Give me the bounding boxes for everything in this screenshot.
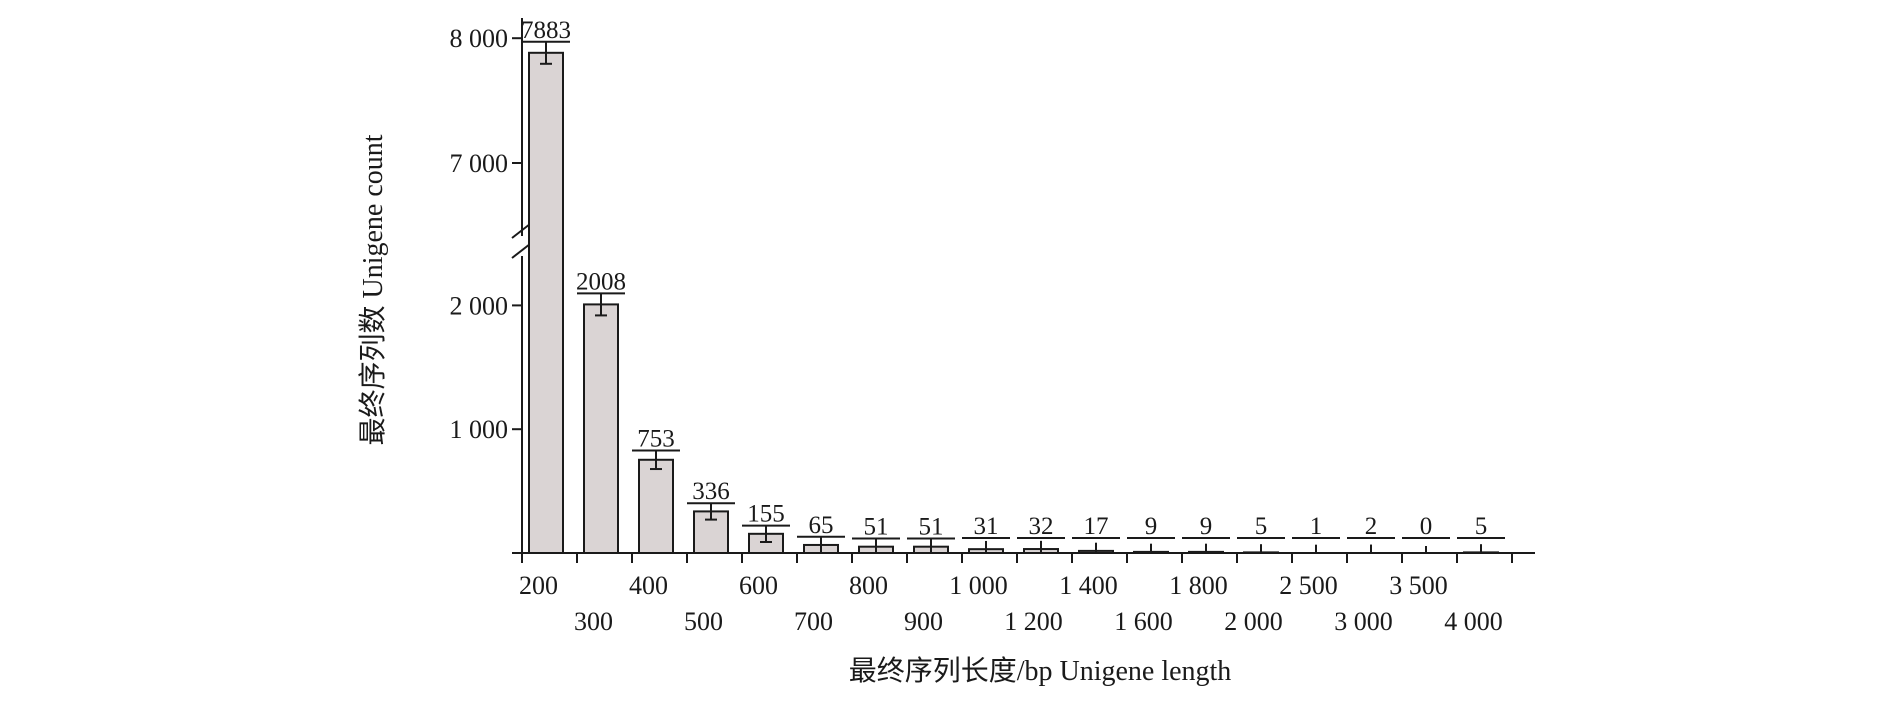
value-label: 65 [809, 512, 834, 539]
bars [528, 51, 1499, 555]
bar [583, 303, 619, 554]
value-label: 7883 [521, 17, 571, 44]
y-tick-label: 2 000 [450, 291, 509, 320]
bar [638, 458, 674, 554]
x-tick-label: 1 200 [1004, 607, 1063, 636]
y-tick-label: 1 000 [450, 415, 509, 444]
x-axis-title: 最终序列长度/bp Unigene length [849, 655, 1232, 687]
value-label: 155 [747, 501, 785, 528]
y-tick-label: 8 000 [450, 24, 509, 53]
value-label: 51 [864, 513, 889, 540]
y-axis-title: 最终序列数 Unigene count [357, 134, 389, 445]
value-label: 2 [1365, 513, 1378, 540]
x-tick-label: 4 000 [1444, 607, 1503, 636]
value-label: 2008 [576, 268, 626, 295]
axis-break-mark [511, 243, 531, 259]
y-tick-labels: 1 000 2 000 7 000 8 000 [450, 24, 509, 444]
x-tick-label: 400 [629, 571, 668, 600]
bar [528, 51, 564, 554]
value-label: 17 [1084, 513, 1109, 540]
x-tick-label: 600 [739, 571, 778, 600]
value-label: 753 [637, 426, 675, 453]
axis-break-mark [511, 223, 531, 239]
value-label: 9 [1145, 513, 1158, 540]
x-tick-label: 2 000 [1224, 607, 1283, 636]
x-tick-label: 300 [574, 607, 613, 636]
x-tick-label: 800 [849, 571, 888, 600]
x-tick-label: 1 000 [949, 571, 1008, 600]
x-tick-label: 3 500 [1389, 571, 1448, 600]
x-tick-label: 1 800 [1169, 571, 1228, 600]
x-tick-label: 700 [794, 607, 833, 636]
error-bars [522, 40, 1505, 554]
value-label: 32 [1029, 513, 1054, 540]
x-tick-label: 900 [904, 607, 943, 636]
x-tick-label: 1 600 [1114, 607, 1173, 636]
value-label: 31 [974, 513, 999, 540]
value-label: 5 [1475, 513, 1488, 540]
value-label: 51 [919, 513, 944, 540]
x-tick-label: 2 500 [1279, 571, 1338, 600]
x-tick-label: 3 000 [1334, 607, 1393, 636]
x-tick-label: 1 400 [1059, 571, 1118, 600]
y-tick-label: 7 000 [450, 149, 509, 178]
x-tick-label: 500 [684, 607, 723, 636]
value-label: 9 [1200, 513, 1213, 540]
value-label: 336 [692, 478, 730, 505]
x-tick-label: 200 [519, 571, 558, 600]
value-label: 5 [1255, 513, 1268, 540]
value-label: 0 [1420, 513, 1433, 540]
value-label: 1 [1310, 513, 1323, 540]
